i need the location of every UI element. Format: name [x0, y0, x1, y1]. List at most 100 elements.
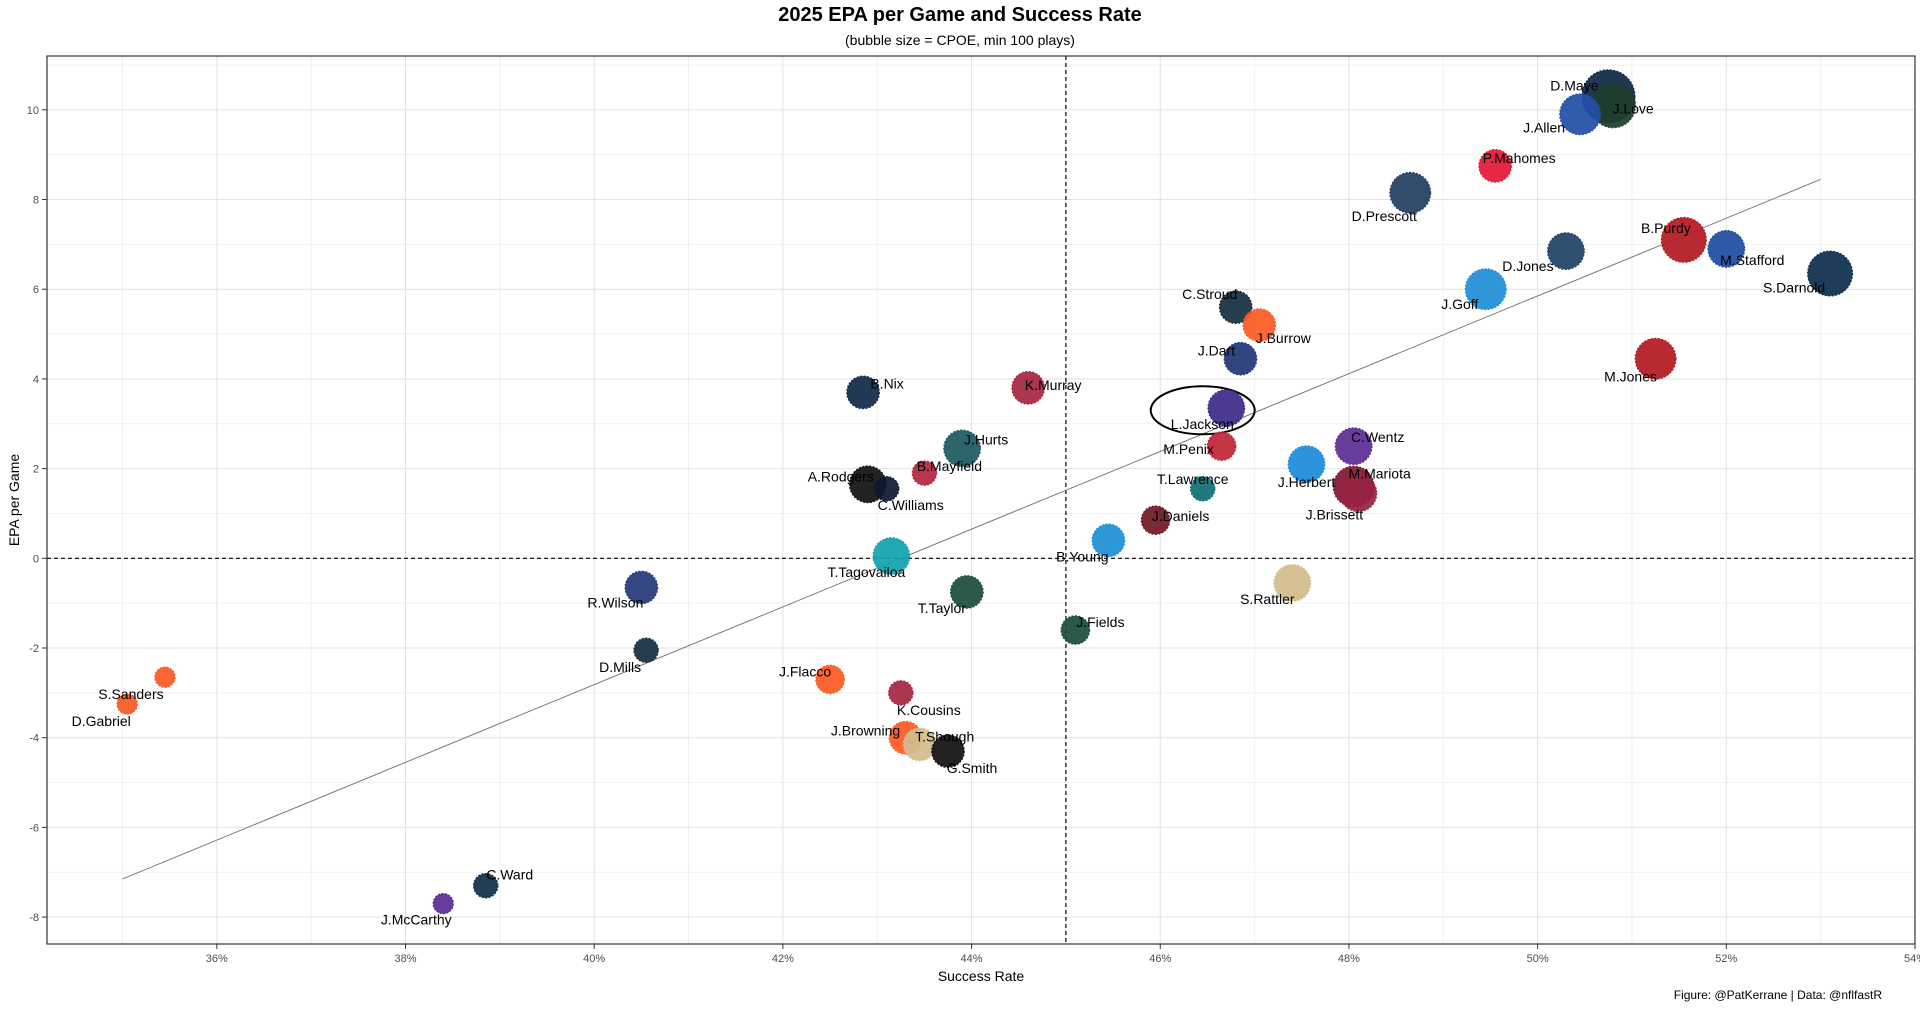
points-layer [116, 69, 1854, 915]
x-axis: 36% 38% 40% 42% 44% 46% 48% 50% 52% 54% [206, 944, 1920, 965]
point-jmccarthy [432, 892, 454, 915]
x-tick-label: 38% [394, 953, 416, 965]
point-label: D.Prescott [1352, 208, 1417, 224]
point-jdaniels [1140, 505, 1171, 535]
point-label: B.Nix [870, 375, 903, 391]
point-bpurdy [1660, 216, 1707, 263]
point-label: M.Stafford [1720, 252, 1784, 268]
point-srattler [1273, 564, 1312, 602]
x-tick-label: 46% [1149, 953, 1171, 965]
gridlines [47, 56, 1915, 944]
point-rwilson [624, 570, 659, 605]
x-tick-label: 42% [772, 953, 794, 965]
x-tick-label: 44% [961, 953, 983, 965]
point-ljackson [1207, 389, 1246, 427]
point-label: P.Mahomes [1483, 150, 1556, 166]
point-label: M.Jones [1604, 369, 1657, 385]
point-jburrow [1242, 308, 1277, 342]
reference-lines [47, 56, 1915, 944]
point-label: T.Tagovailoa [827, 564, 905, 580]
y-tick-label: 8 [33, 195, 39, 207]
point-label: L.Jackson [1171, 416, 1234, 432]
point-label: B.Purdy [1641, 220, 1691, 236]
y-axis: -8 -6 -4 -2 0 2 4 6 8 10 [27, 105, 47, 924]
point-kmurray [1011, 371, 1046, 405]
point-sdarnold [1807, 250, 1854, 297]
point-byoung [1091, 523, 1126, 558]
point-label: J.Goff [1441, 296, 1478, 312]
x-axis-label: Success Rate [938, 968, 1025, 984]
point-dmills [633, 637, 659, 663]
x-tick-label: 50% [1527, 953, 1549, 965]
y-axis-label: EPA per Game [6, 454, 22, 547]
point-dprescott [1389, 171, 1432, 214]
x-tick-label: 40% [583, 953, 605, 965]
trend-line [122, 178, 1821, 880]
point-label: J.Dart [1198, 343, 1235, 359]
highlight-ellipse [1149, 385, 1256, 436]
point-label: M.Penix [1163, 441, 1214, 457]
point-jgoff [1464, 268, 1507, 311]
point-label: J.Allen [1523, 119, 1565, 135]
point-mpenix [1206, 431, 1237, 461]
point-ssanders [154, 666, 176, 688]
point-mstafford [1707, 229, 1746, 268]
x-tick-label: 52% [1715, 953, 1737, 965]
chart-caption: Figure: @PatKerrane | Data: @nflfastR [1673, 988, 1882, 1002]
point-label: J.Brissett [1306, 506, 1364, 522]
point-jherbert [1287, 445, 1326, 484]
point-label: R.Wilson [587, 594, 643, 610]
point-kcousins [888, 680, 914, 706]
point-jhurts [943, 429, 982, 468]
point-jdart [1223, 341, 1258, 376]
point-label: T.Lawrence [1157, 471, 1229, 487]
chart-subtitle: (bubble size = CPOE, min 100 plays) [845, 32, 1075, 48]
y-tick-label: 0 [33, 553, 39, 565]
point-cward [472, 872, 499, 899]
point-label: K.Cousins [897, 702, 961, 718]
point-label: A.Rodgers [808, 468, 874, 484]
y-tick-label: 2 [33, 464, 39, 476]
point-label: C.Wentz [1351, 429, 1404, 445]
chart-title: 2025 EPA per Game and Success Rate [778, 4, 1142, 26]
point-label: J.Flacco [779, 663, 831, 679]
point-label: J.McCarthy [381, 912, 452, 928]
point-tlawrence [1189, 476, 1216, 502]
point-labels-layer: D.Maye J.Love J.Allen P.Mahomes D.Prescott B.… [72, 77, 1826, 927]
point-label: D.Jones [1502, 258, 1553, 274]
point-label: J.Herbert [1278, 474, 1336, 490]
point-label: C.Williams [878, 497, 944, 513]
point-label: D.Mills [599, 659, 641, 675]
point-label: J.Browning [831, 723, 900, 739]
point-label: D.Maye [1550, 77, 1598, 93]
point-label: J.Hurts [964, 431, 1008, 447]
x-tick-label: 36% [206, 953, 228, 965]
plot-border [46, 55, 1916, 945]
plot-panel [47, 56, 1915, 944]
point-djones [1547, 232, 1585, 270]
point-label: M.Mariota [1349, 466, 1411, 482]
point-gsmith [931, 734, 965, 769]
y-tick-label: 10 [27, 105, 39, 117]
point-label: T.Shough [915, 728, 974, 744]
x-tick-label: 54% [1904, 953, 1920, 965]
point-ttaylor [949, 575, 984, 609]
point-label: J.Fields [1076, 614, 1124, 630]
point-mjones [1634, 337, 1677, 380]
y-tick-label: -8 [29, 912, 39, 924]
point-label: B.Mayfield [917, 458, 982, 474]
point-cwilliams [873, 476, 900, 502]
trend-line-group [122, 178, 1821, 880]
point-jfields [1060, 615, 1091, 645]
y-tick-label: 4 [33, 374, 39, 386]
point-label: J.Love [1612, 100, 1653, 116]
point-ttagovailoa [872, 537, 911, 575]
point-jallen [1559, 93, 1602, 136]
y-tick-label: 6 [33, 284, 39, 296]
point-label: S.Darnold [1763, 280, 1825, 296]
point-jbrissett [1339, 474, 1378, 513]
point-label: S.Sanders [98, 686, 163, 702]
point-cstroud [1218, 290, 1253, 325]
point-label: D.Gabriel [72, 713, 131, 729]
